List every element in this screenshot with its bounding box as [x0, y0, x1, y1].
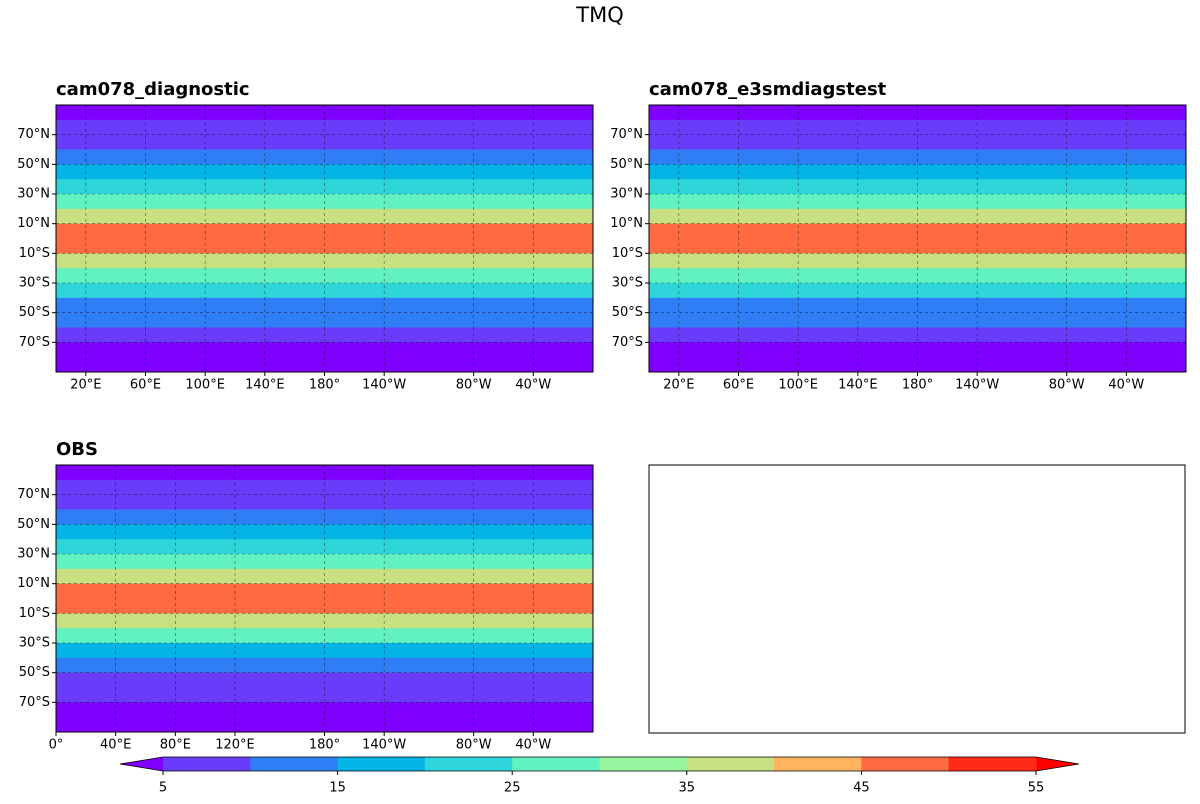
- x-tick-label: 40°W: [515, 738, 551, 753]
- x-tick-label: 40°W: [515, 378, 551, 393]
- x-tick-label: 0°: [49, 738, 64, 753]
- colorbar-bin: [774, 757, 862, 771]
- y-tick-label: 30°S: [19, 276, 50, 291]
- colorbar-bin: [686, 757, 775, 771]
- x-tick-label: 60°E: [723, 378, 754, 393]
- panel-title: OBS: [56, 439, 98, 460]
- y-tick-label: 30°N: [17, 547, 50, 562]
- field-band: [649, 149, 1186, 165]
- y-tick-label: 70°S: [612, 335, 643, 350]
- y-tick-label: 50°N: [17, 517, 50, 532]
- colorbar-tick-label: 55: [1028, 781, 1045, 796]
- y-tick-label: 70°N: [610, 127, 643, 142]
- colorbar-tick-label: 35: [679, 781, 696, 796]
- field-band: [56, 342, 593, 358]
- x-tick-label: 100°E: [185, 378, 225, 393]
- x-tick-label: 140°W: [362, 378, 406, 393]
- panel-title: cam078_diagnostic: [56, 79, 250, 100]
- field-band: [56, 509, 593, 525]
- field-band: [649, 208, 1186, 225]
- colorbar-bin: [163, 757, 251, 771]
- field-band: [649, 119, 1186, 136]
- x-tick-label: 40°W: [1108, 378, 1144, 393]
- x-tick-label: 100°E: [778, 378, 818, 393]
- y-tick-label: 10°S: [19, 606, 50, 621]
- y-tick-label: 10°S: [612, 246, 643, 261]
- colorbar-under: [120, 757, 163, 771]
- x-tick-label: 80°E: [160, 738, 191, 753]
- colorbar-bin: [424, 757, 513, 771]
- panel-title: cam078_e3smdiagstest: [649, 79, 887, 100]
- x-tick-label: 80°W: [1049, 378, 1085, 393]
- figure-title: TMQ: [575, 3, 623, 27]
- panel-frame: [55, 104, 594, 373]
- colorbar-tick-label: 45: [853, 781, 870, 796]
- y-tick-label: 70°N: [17, 127, 50, 142]
- field-band: [56, 598, 593, 614]
- empty-panel: [648, 464, 1186, 734]
- field-band: [649, 312, 1186, 328]
- x-tick-label: 180°: [309, 738, 340, 753]
- field-band: [56, 283, 593, 299]
- y-tick-label: 50°S: [612, 305, 643, 320]
- colorbar-bin: [948, 757, 1037, 771]
- y-tick-label: 50°N: [610, 157, 643, 172]
- y-tick-label: 70°S: [19, 695, 50, 710]
- y-tick-label: 30°N: [17, 187, 50, 202]
- y-tick-label: 70°N: [17, 487, 50, 502]
- field-band: [56, 119, 593, 136]
- y-tick-label: 50°S: [19, 665, 50, 680]
- field-band: [649, 179, 1186, 195]
- panel-frame: [648, 104, 1187, 373]
- x-tick-label: 80°W: [456, 378, 492, 393]
- field-band: [649, 342, 1186, 358]
- x-tick-label: 40°E: [100, 738, 131, 753]
- colorbar-bin: [512, 757, 600, 771]
- field-band: [649, 283, 1186, 299]
- x-tick-label: 120°E: [215, 738, 255, 753]
- y-tick-label: 30°N: [610, 187, 643, 202]
- field-band: [56, 702, 593, 718]
- colorbar-tick-label: 5: [159, 781, 167, 796]
- field-band: [56, 539, 593, 555]
- y-tick-label: 30°S: [19, 636, 50, 651]
- x-tick-label: 140°W: [955, 378, 999, 393]
- field-band: [56, 672, 593, 688]
- field-band: [56, 208, 593, 225]
- x-tick-label: 20°E: [663, 378, 694, 393]
- field-band: [56, 479, 593, 496]
- y-tick-label: 30°S: [612, 276, 643, 291]
- x-tick-label: 180°: [309, 378, 340, 393]
- x-tick-label: 140°W: [362, 738, 406, 753]
- x-tick-label: 180°: [902, 378, 933, 393]
- field-band: [56, 149, 593, 165]
- field-band: [56, 643, 593, 659]
- x-tick-label: 60°E: [130, 378, 161, 393]
- y-tick-label: 10°N: [610, 216, 643, 231]
- field-band: [56, 238, 593, 254]
- field-band: [649, 238, 1186, 254]
- field-band: [56, 179, 593, 195]
- colorbar-bin: [337, 757, 426, 771]
- colorbar-bin: [861, 757, 950, 771]
- x-tick-label: 80°W: [456, 738, 492, 753]
- field-band: [56, 312, 593, 328]
- colorbar-bin: [250, 757, 339, 771]
- x-tick-label: 140°E: [838, 378, 878, 393]
- field-band: [56, 568, 593, 585]
- colorbar-over: [1036, 757, 1079, 771]
- colorbar-tick-label: 15: [329, 781, 346, 796]
- y-tick-label: 10°N: [17, 576, 50, 591]
- y-tick-label: 10°N: [17, 216, 50, 231]
- x-tick-label: 140°E: [245, 378, 285, 393]
- x-tick-label: 20°E: [70, 378, 101, 393]
- colorbar-tick-label: 25: [504, 781, 521, 796]
- y-tick-label: 70°S: [19, 335, 50, 350]
- y-tick-label: 50°S: [19, 305, 50, 320]
- panel-frame: [55, 464, 594, 733]
- y-tick-label: 50°N: [17, 157, 50, 172]
- y-tick-label: 10°S: [19, 246, 50, 261]
- colorbar-bin: [599, 757, 688, 771]
